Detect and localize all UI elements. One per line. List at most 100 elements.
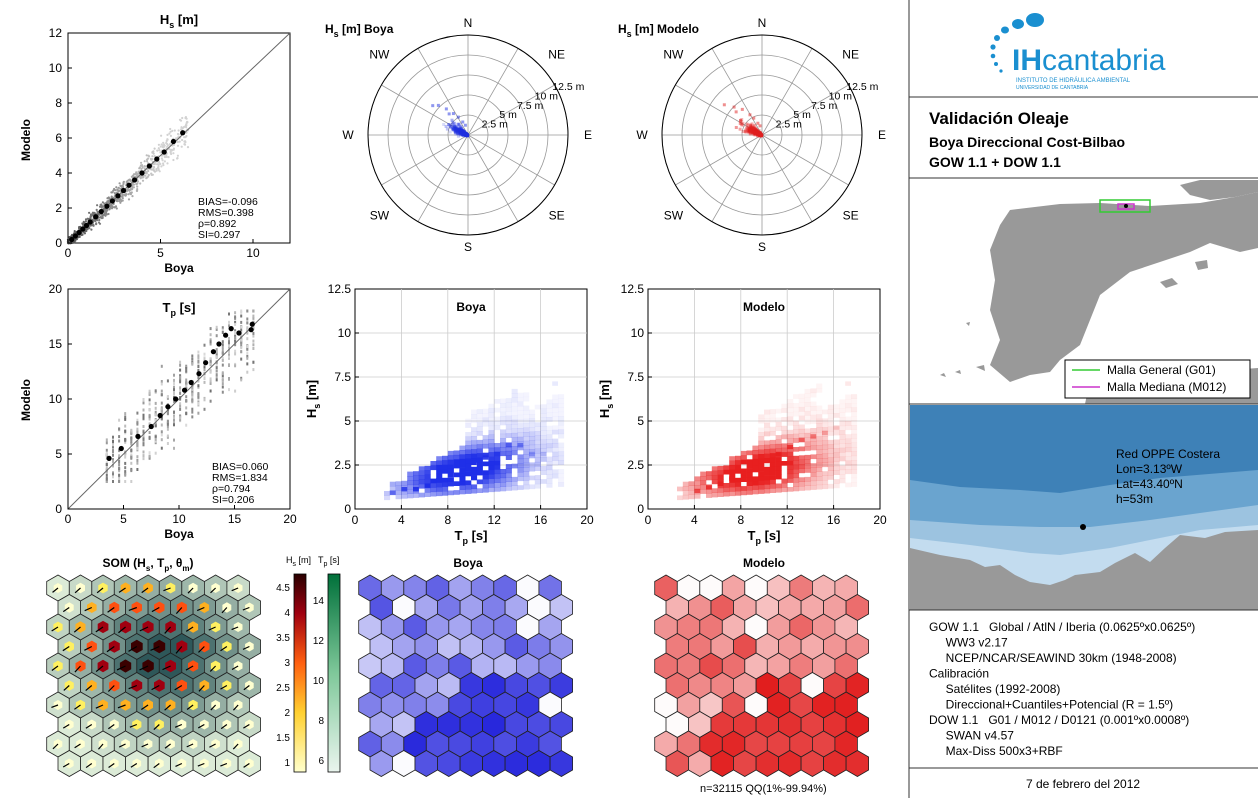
dens-cell <box>523 418 530 424</box>
dens-cell <box>833 457 840 462</box>
dens-cell <box>546 465 553 471</box>
dens-cell <box>764 484 771 490</box>
rose-point <box>750 122 754 126</box>
tp-cloud-point <box>228 364 230 367</box>
dens-ytick-label: 2.5 <box>334 458 351 472</box>
rose-point <box>463 131 467 135</box>
tp-cloud-point <box>142 413 145 417</box>
dens-cell <box>752 450 759 455</box>
tp-quantile-point <box>173 396 179 402</box>
rose-point <box>464 132 468 136</box>
tp-cloud-point <box>234 364 237 368</box>
hs-quantile-point <box>93 214 99 220</box>
rose-point <box>759 133 762 136</box>
dens-cell <box>833 430 840 436</box>
dens-cell <box>851 473 858 479</box>
dens-cell <box>804 432 811 438</box>
dens-cell <box>546 447 553 453</box>
som-hex-inner <box>131 679 143 692</box>
dens-cell <box>793 438 800 443</box>
dens-cell <box>471 458 478 463</box>
tp-cloud-point <box>160 382 163 386</box>
dens-cell <box>816 440 823 446</box>
dens-cell <box>822 475 829 481</box>
tp-cloud-point <box>148 415 151 419</box>
rose-point <box>453 125 456 128</box>
rose-point <box>466 134 469 138</box>
dens-cell <box>816 418 823 424</box>
dens-cell <box>476 426 483 432</box>
dens-cell <box>424 474 431 480</box>
dens-cell <box>723 469 730 475</box>
tp-cloud-point <box>209 338 212 342</box>
rose-point <box>752 132 756 136</box>
tp-cloud-point <box>166 434 169 438</box>
som-arrow <box>164 626 172 634</box>
dens-cell <box>511 419 518 425</box>
rose-point <box>754 129 758 133</box>
dens-cell <box>424 492 431 497</box>
dens-cell <box>804 463 811 469</box>
dens-cell <box>827 457 834 463</box>
rose-point <box>758 134 761 138</box>
rose-point <box>750 125 754 129</box>
dens-cell <box>476 479 483 485</box>
tp-cloud-point <box>142 408 145 412</box>
dens-cell <box>552 381 558 386</box>
hs-stat-bias: BIAS=-0.096 <box>198 196 258 208</box>
dens-cell <box>781 430 788 435</box>
dens-cell <box>740 486 747 491</box>
hs-cloud-point <box>122 186 125 189</box>
dens-cell <box>482 474 489 480</box>
tp-cloud-point <box>105 480 108 483</box>
rose-point <box>749 131 752 135</box>
dens-cell <box>459 480 466 486</box>
dens-xtick-label: 4 <box>398 513 405 527</box>
tp-cloud-point <box>215 348 218 352</box>
rose-point <box>758 132 762 136</box>
rose-point <box>464 132 468 136</box>
tp-cloud-point <box>191 407 194 411</box>
hs-cloud-point <box>172 158 175 162</box>
dens-cell <box>482 435 489 440</box>
som-hex-inner <box>109 601 120 614</box>
rose-point <box>745 127 749 131</box>
dens-cell <box>494 482 501 488</box>
som-arrow <box>196 606 205 612</box>
dens-cell <box>494 416 501 422</box>
tp-cloud-point <box>240 338 243 342</box>
tp-cloud-point <box>142 430 145 434</box>
rose-spoke <box>467 134 519 222</box>
tp-cloud-point <box>160 446 163 450</box>
som-hex-inner <box>108 640 120 653</box>
dens-cell <box>488 478 495 484</box>
dens-cell <box>511 406 518 412</box>
rose-point <box>458 128 462 132</box>
dens-cell <box>764 471 771 476</box>
dens-cell <box>735 455 742 461</box>
som-arrow <box>243 685 250 691</box>
tp-cloud-point <box>246 326 249 330</box>
tp-cloud-point <box>209 333 212 337</box>
dens-cell <box>833 461 840 467</box>
tp-cloud-point <box>160 409 163 413</box>
tp-cloud-point <box>173 373 175 377</box>
hs-quantile-point <box>109 198 115 204</box>
dens-cell <box>534 404 541 410</box>
som-hex-inner <box>245 758 254 769</box>
hs-cloud-point <box>157 147 160 150</box>
tp-cloud-point <box>160 423 163 427</box>
tp-cloud-point <box>179 363 182 367</box>
rose-point <box>462 130 466 134</box>
rose-point <box>461 130 465 134</box>
rose-point <box>463 131 467 135</box>
rose-point <box>462 132 466 136</box>
dens-cell <box>822 449 829 454</box>
dens-cell <box>552 416 559 422</box>
tp-cloud-point <box>228 341 230 345</box>
hs-cloud-point <box>181 116 184 120</box>
tp-cloud-point <box>203 377 206 380</box>
som-arrow <box>74 587 81 594</box>
dens-cell <box>511 424 518 429</box>
